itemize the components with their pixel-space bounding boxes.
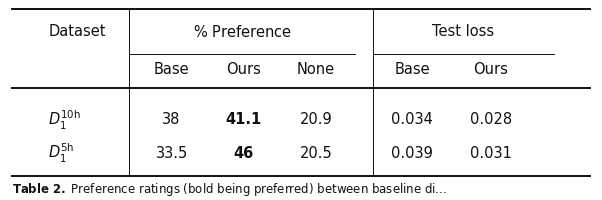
Text: 0.039: 0.039 bbox=[391, 146, 433, 160]
Text: 38: 38 bbox=[163, 112, 181, 128]
Text: $D_1^{10\mathrm{h}}$: $D_1^{10\mathrm{h}}$ bbox=[48, 108, 81, 132]
Text: $\mathbf{Table\ 2.}$ Preference ratings (bold being preferred) between baseline : $\mathbf{Table\ 2.}$ Preference ratings … bbox=[12, 180, 447, 198]
Text: Ours: Ours bbox=[473, 62, 508, 77]
Text: $D_1^{5\mathrm{h}}$: $D_1^{5\mathrm{h}}$ bbox=[48, 141, 75, 165]
Text: Test loss: Test loss bbox=[432, 24, 495, 40]
Text: 33.5: 33.5 bbox=[155, 146, 188, 160]
Text: $\%$ Preference: $\%$ Preference bbox=[193, 24, 292, 40]
Text: Base: Base bbox=[154, 62, 190, 77]
Text: 20.9: 20.9 bbox=[300, 112, 332, 128]
Text: 41.1: 41.1 bbox=[226, 112, 262, 128]
Text: None: None bbox=[297, 62, 335, 77]
Text: 46: 46 bbox=[234, 146, 254, 160]
Text: Base: Base bbox=[394, 62, 430, 77]
Text: 20.5: 20.5 bbox=[300, 146, 332, 160]
Text: Ours: Ours bbox=[226, 62, 261, 77]
Text: 0.031: 0.031 bbox=[470, 146, 512, 160]
Text: Dataset: Dataset bbox=[48, 24, 106, 40]
Text: 0.034: 0.034 bbox=[391, 112, 433, 128]
Text: 0.028: 0.028 bbox=[470, 112, 512, 128]
